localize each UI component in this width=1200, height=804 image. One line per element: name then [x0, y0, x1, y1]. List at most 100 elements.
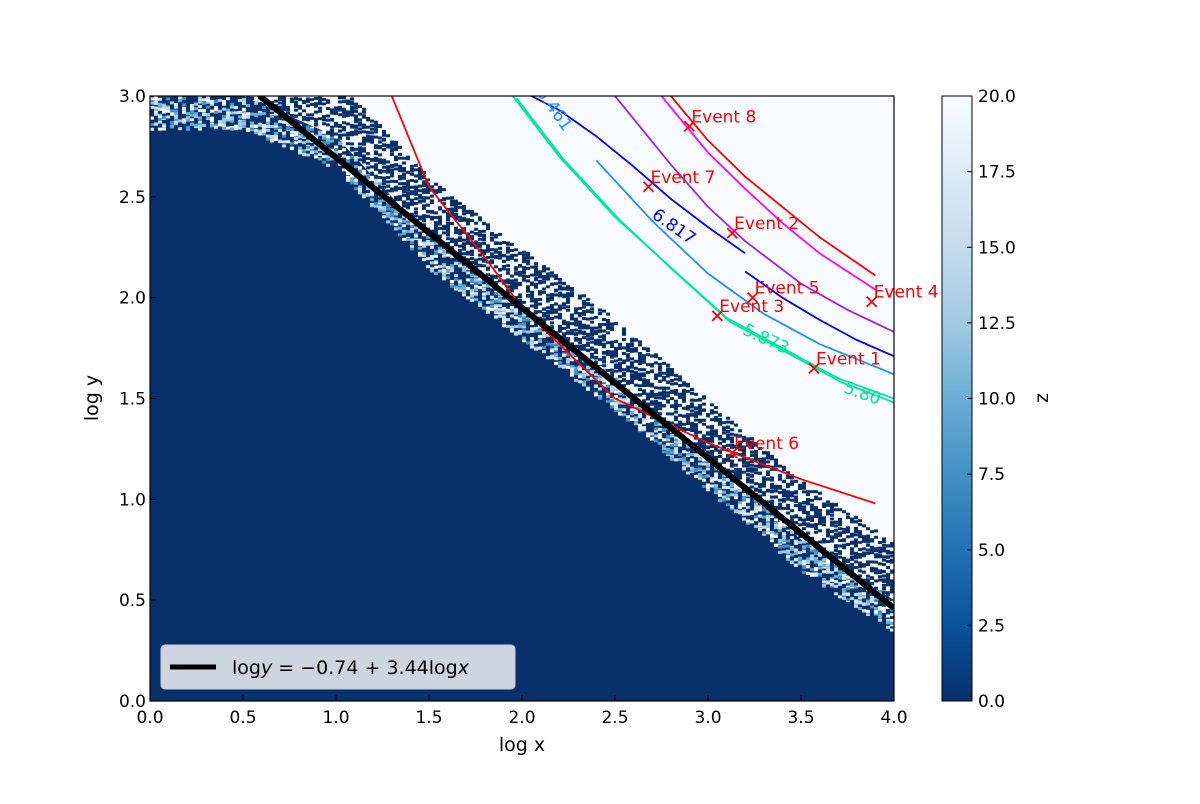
heatmap-cell — [398, 226, 402, 230]
heatmap-cell — [446, 212, 450, 216]
heatmap-cell — [498, 304, 502, 308]
heatmap-cell — [710, 477, 714, 481]
heatmap-cell — [866, 560, 870, 564]
heatmap-cell — [702, 408, 706, 412]
heatmap-cell — [590, 346, 594, 350]
heatmap-cell — [578, 296, 582, 300]
heatmap-cell — [670, 449, 674, 453]
heatmap-cell — [458, 231, 462, 235]
heatmap-cell — [510, 274, 514, 278]
heatmap-cell — [558, 304, 562, 308]
heatmap-cell — [746, 461, 750, 465]
heatmap-cell — [834, 584, 838, 588]
heatmap-cell — [306, 139, 310, 143]
heatmap-cell — [818, 491, 822, 495]
heatmap-cell — [742, 492, 746, 496]
heatmap-cell — [266, 124, 270, 128]
heatmap-cell — [614, 351, 618, 355]
heatmap-cell — [458, 228, 462, 232]
heatmap-cell — [390, 144, 394, 148]
heatmap-cell — [418, 228, 422, 232]
heatmap-cell — [862, 524, 866, 528]
heatmap-cell — [474, 297, 478, 301]
heatmap-cell — [618, 375, 622, 379]
heatmap-cell — [566, 338, 570, 342]
heatmap-cell — [646, 434, 650, 438]
heatmap-cell — [690, 413, 694, 417]
heatmap-cell — [334, 151, 338, 155]
event-label: Event 6 — [734, 434, 799, 454]
heatmap-cell — [490, 277, 494, 281]
heatmap-cell — [330, 148, 334, 152]
heatmap-cell — [746, 443, 750, 447]
heatmap-cell — [210, 124, 214, 128]
heatmap-cell — [634, 371, 638, 375]
heatmap-cell — [318, 152, 322, 156]
heatmap-cell — [834, 524, 838, 528]
heatmap-cell — [538, 302, 542, 306]
heatmap-cell — [638, 340, 642, 344]
heatmap-cell — [506, 242, 510, 246]
heatmap-cell — [694, 398, 698, 402]
heatmap-cell — [334, 124, 338, 128]
heatmap-cell — [406, 188, 410, 192]
heatmap-cell — [326, 158, 330, 162]
heatmap-cell — [822, 561, 826, 565]
heatmap-cell — [630, 377, 634, 381]
heatmap-cell — [870, 560, 874, 564]
heatmap-cell — [674, 373, 678, 377]
heatmap-cell — [722, 474, 726, 478]
heatmap-cell — [370, 124, 374, 128]
colorbar-tick-label: 20.0 — [978, 87, 1016, 107]
heatmap-cell — [834, 503, 838, 507]
heatmap-cell — [746, 439, 750, 443]
heatmap-cell — [878, 578, 882, 582]
heatmap-cell — [886, 566, 890, 570]
legend-label-log-x: log — [429, 657, 458, 679]
heatmap-cell — [590, 352, 594, 356]
heatmap-cell — [866, 534, 870, 538]
heatmap-cell — [538, 290, 542, 294]
heatmap-cell — [810, 546, 814, 550]
heatmap-cell — [666, 367, 670, 371]
heatmap-cell — [810, 498, 814, 502]
x-tick-label: 1.5 — [415, 708, 442, 728]
heatmap-cell — [218, 109, 222, 113]
heatmap-cell — [394, 223, 398, 227]
heatmap-cell — [770, 476, 774, 480]
heatmap-cell — [450, 196, 454, 200]
heatmap-cell — [406, 204, 410, 208]
heatmap-cell — [298, 135, 302, 139]
heatmap-cell — [802, 490, 806, 494]
heatmap-cell — [546, 356, 550, 360]
heatmap-cell — [870, 549, 874, 553]
heatmap-cell — [802, 486, 806, 490]
heatmap-cell — [370, 140, 374, 144]
heatmap-cell — [338, 133, 342, 137]
heatmap-cell — [862, 553, 866, 557]
heatmap-cell — [826, 540, 830, 544]
heatmap-cell — [310, 151, 314, 155]
heatmap-cell — [418, 252, 422, 256]
heatmap-cell — [690, 402, 694, 406]
heatmap-cell — [558, 312, 562, 316]
heatmap-cell — [390, 171, 394, 175]
heatmap-cell — [482, 284, 486, 288]
heatmap-cell — [286, 140, 290, 144]
y-tick-label: 1.5 — [119, 390, 146, 410]
heatmap-cell — [730, 464, 734, 468]
heatmap-cell — [374, 128, 378, 132]
heatmap-cell — [346, 110, 350, 114]
heatmap-cell — [850, 534, 854, 538]
heatmap-cell — [874, 567, 878, 571]
heatmap-cell — [674, 458, 678, 462]
heatmap-cell — [862, 602, 866, 606]
heatmap-cell — [702, 402, 706, 406]
heatmap-cell — [594, 384, 598, 388]
heatmap-cell — [762, 476, 766, 480]
heatmap-cell — [710, 425, 714, 429]
heatmap-cell — [290, 127, 294, 131]
heatmap-cell — [418, 238, 422, 242]
heatmap-cell — [282, 134, 286, 138]
heatmap-cell — [642, 372, 646, 376]
